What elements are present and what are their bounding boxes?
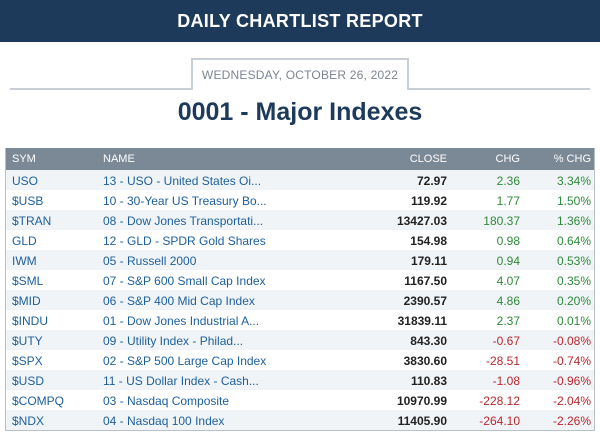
row-name-link[interactable]: 04 - Nasdaq 100 Index <box>103 413 225 428</box>
row-change-value: -264.10 <box>479 413 520 428</box>
row-close-value: 843.30 <box>410 333 447 348</box>
row-percent-change: -2.04% <box>552 393 591 408</box>
row-close-value: 119.92 <box>410 193 447 208</box>
row-change-value: -228.12 <box>479 393 520 408</box>
column-header-name[interactable]: NAME <box>103 153 135 165</box>
table-row[interactable]: $COMPQ 03 - Nasdaq Composite 10970.99 -228.… <box>6 390 594 410</box>
table-row[interactable]: $TRAN 08 - Dow Jones Transportati... 13427… <box>6 210 594 230</box>
table-row[interactable]: $INDU 01 - Dow Jones Industrial A... 31839… <box>6 310 594 330</box>
row-close-value: 1167.50 <box>404 273 447 288</box>
report-title: DAILY CHARTLIST REPORT <box>177 10 423 31</box>
row-name-link[interactable]: 12 - GLD - SPDR Gold Shares <box>103 233 266 248</box>
row-symbol-link[interactable]: $TRAN <box>12 213 52 228</box>
row-change-value: 1.77 <box>496 193 520 208</box>
row-symbol-link[interactable]: $USD <box>12 373 45 388</box>
table-row[interactable]: $NDX 04 - Nasdaq 100 Index 11405.90 -264.10… <box>6 410 594 430</box>
table-row[interactable]: IWM 05 - Russell 2000 179.11 0.94 0.53% <box>6 250 594 270</box>
column-header-sym[interactable]: SYM <box>12 153 36 165</box>
row-change-value: 2.37 <box>496 313 520 328</box>
row-symbol-link[interactable]: $MID <box>12 293 41 308</box>
index-table: SYM NAME CLOSE CHG % CHG USO 13 - USO - U… <box>5 148 595 431</box>
row-percent-change: -2.26% <box>552 413 591 428</box>
table-row[interactable]: $MID 06 - S&P 400 Mid Cap Index 2390.57 4.8… <box>6 290 594 310</box>
table-row[interactable]: $SML 07 - S&P 600 Small Cap Index 1167.50 4… <box>6 270 594 290</box>
row-change-value: -28.51 <box>485 353 520 368</box>
column-header-close[interactable]: CLOSE <box>409 153 447 165</box>
table-row[interactable]: USO 13 - USO - United States Oi... 72.97 2.… <box>6 170 594 190</box>
row-symbol-link[interactable]: $USB <box>12 193 44 208</box>
row-name-link[interactable]: 05 - Russell 2000 <box>103 253 197 268</box>
row-name-link[interactable]: 06 - S&P 400 Mid Cap Index <box>103 293 255 308</box>
table-row[interactable]: $USB 10 - 30-Year US Treasury Bo... 119.92… <box>6 190 594 210</box>
row-symbol-link[interactable]: $COMPQ <box>12 393 65 408</box>
row-symbol-link[interactable]: GLD <box>12 233 37 248</box>
column-header-chg[interactable]: CHG <box>495 153 520 165</box>
row-change-value: 4.07 <box>496 273 520 288</box>
report-date: WEDNESDAY, OCTOBER 26, 2022 <box>191 58 409 90</box>
row-symbol-link[interactable]: USO <box>12 173 39 188</box>
row-percent-change: 0.64% <box>556 233 591 248</box>
row-name-link[interactable]: 10 - 30-Year US Treasury Bo... <box>103 193 267 208</box>
row-close-value: 110.83 <box>410 373 447 388</box>
row-percent-change: 0.53% <box>556 253 591 268</box>
row-symbol-link[interactable]: $SML <box>12 273 44 288</box>
table-header: SYM NAME CLOSE CHG % CHG <box>6 148 594 170</box>
row-percent-change: 0.01% <box>556 313 591 328</box>
row-close-value: 31839.11 <box>397 313 447 328</box>
row-percent-change: -0.08% <box>552 333 591 348</box>
row-change-value: -1.08 <box>492 373 520 388</box>
row-close-value: 13427.03 <box>396 213 447 228</box>
row-name-link[interactable]: 03 - Nasdaq Composite <box>103 393 230 408</box>
row-percent-change: 1.36% <box>556 213 591 228</box>
report-header: DAILY CHARTLIST REPORT <box>0 0 600 42</box>
row-name-link[interactable]: 01 - Dow Jones Industrial A... <box>103 313 260 328</box>
row-percent-change: 0.20% <box>556 293 591 308</box>
row-name-link[interactable]: 09 - Utility Index - Philad... <box>103 333 244 348</box>
table-row[interactable]: $UTY 09 - Utility Index - Philad... 843.30… <box>6 330 594 350</box>
row-symbol-link[interactable]: $NDX <box>12 413 45 428</box>
table-row[interactable]: $USD 11 - US Dollar Index - Cash... 110.83… <box>6 370 594 390</box>
row-change-value: 4.86 <box>496 293 520 308</box>
row-percent-change: -0.96% <box>552 373 591 388</box>
row-percent-change: 3.34% <box>556 173 591 188</box>
table-body: USO 13 - USO - United States Oi... 72.97 2.… <box>6 170 594 430</box>
row-close-value: 2390.57 <box>403 293 447 308</box>
row-close-value: 154.98 <box>410 233 447 248</box>
row-symbol-link[interactable]: $UTY <box>12 333 43 348</box>
row-name-link[interactable]: 08 - Dow Jones Transportati... <box>103 213 264 228</box>
row-change-value: 180.37 <box>483 213 520 228</box>
row-percent-change: -0.74% <box>552 353 591 368</box>
row-close-value: 3830.60 <box>403 353 447 368</box>
row-name-link[interactable]: 02 - S&P 500 Large Cap Index <box>103 353 267 368</box>
row-symbol-link[interactable]: $SPX <box>12 353 43 368</box>
row-name-link[interactable]: 11 - US Dollar Index - Cash... <box>103 373 259 388</box>
row-symbol-link[interactable]: IWM <box>12 253 37 268</box>
row-name-link[interactable]: 13 - USO - United States Oi... <box>103 173 262 188</box>
chartlist-title: 0001 - Major Indexes <box>177 98 423 126</box>
row-name-link[interactable]: 07 - S&P 600 Small Cap Index <box>103 273 266 288</box>
table-row[interactable]: GLD 12 - GLD - SPDR Gold Shares 154.98 0.98… <box>6 230 594 250</box>
row-close-value: 11405.90 <box>397 413 447 428</box>
row-close-value: 72.97 <box>416 173 447 188</box>
row-change-value: 0.98 <box>496 233 520 248</box>
row-change-value: 0.94 <box>496 253 520 268</box>
column-header-pct[interactable]: % CHG <box>553 153 591 165</box>
date-section: WEDNESDAY, OCTOBER 26, 2022 <box>0 58 600 90</box>
row-close-value: 179.11 <box>410 253 447 268</box>
row-percent-change: 1.50% <box>556 193 591 208</box>
row-change-value: -0.67 <box>492 333 520 348</box>
row-percent-change: 0.35% <box>556 273 591 288</box>
row-change-value: 2.36 <box>496 173 520 188</box>
row-symbol-link[interactable]: $INDU <box>12 313 49 328</box>
table-row[interactable]: $SPX 02 - S&P 500 Large Cap Index 3830.60 -… <box>6 350 594 370</box>
row-close-value: 10970.99 <box>396 393 447 408</box>
